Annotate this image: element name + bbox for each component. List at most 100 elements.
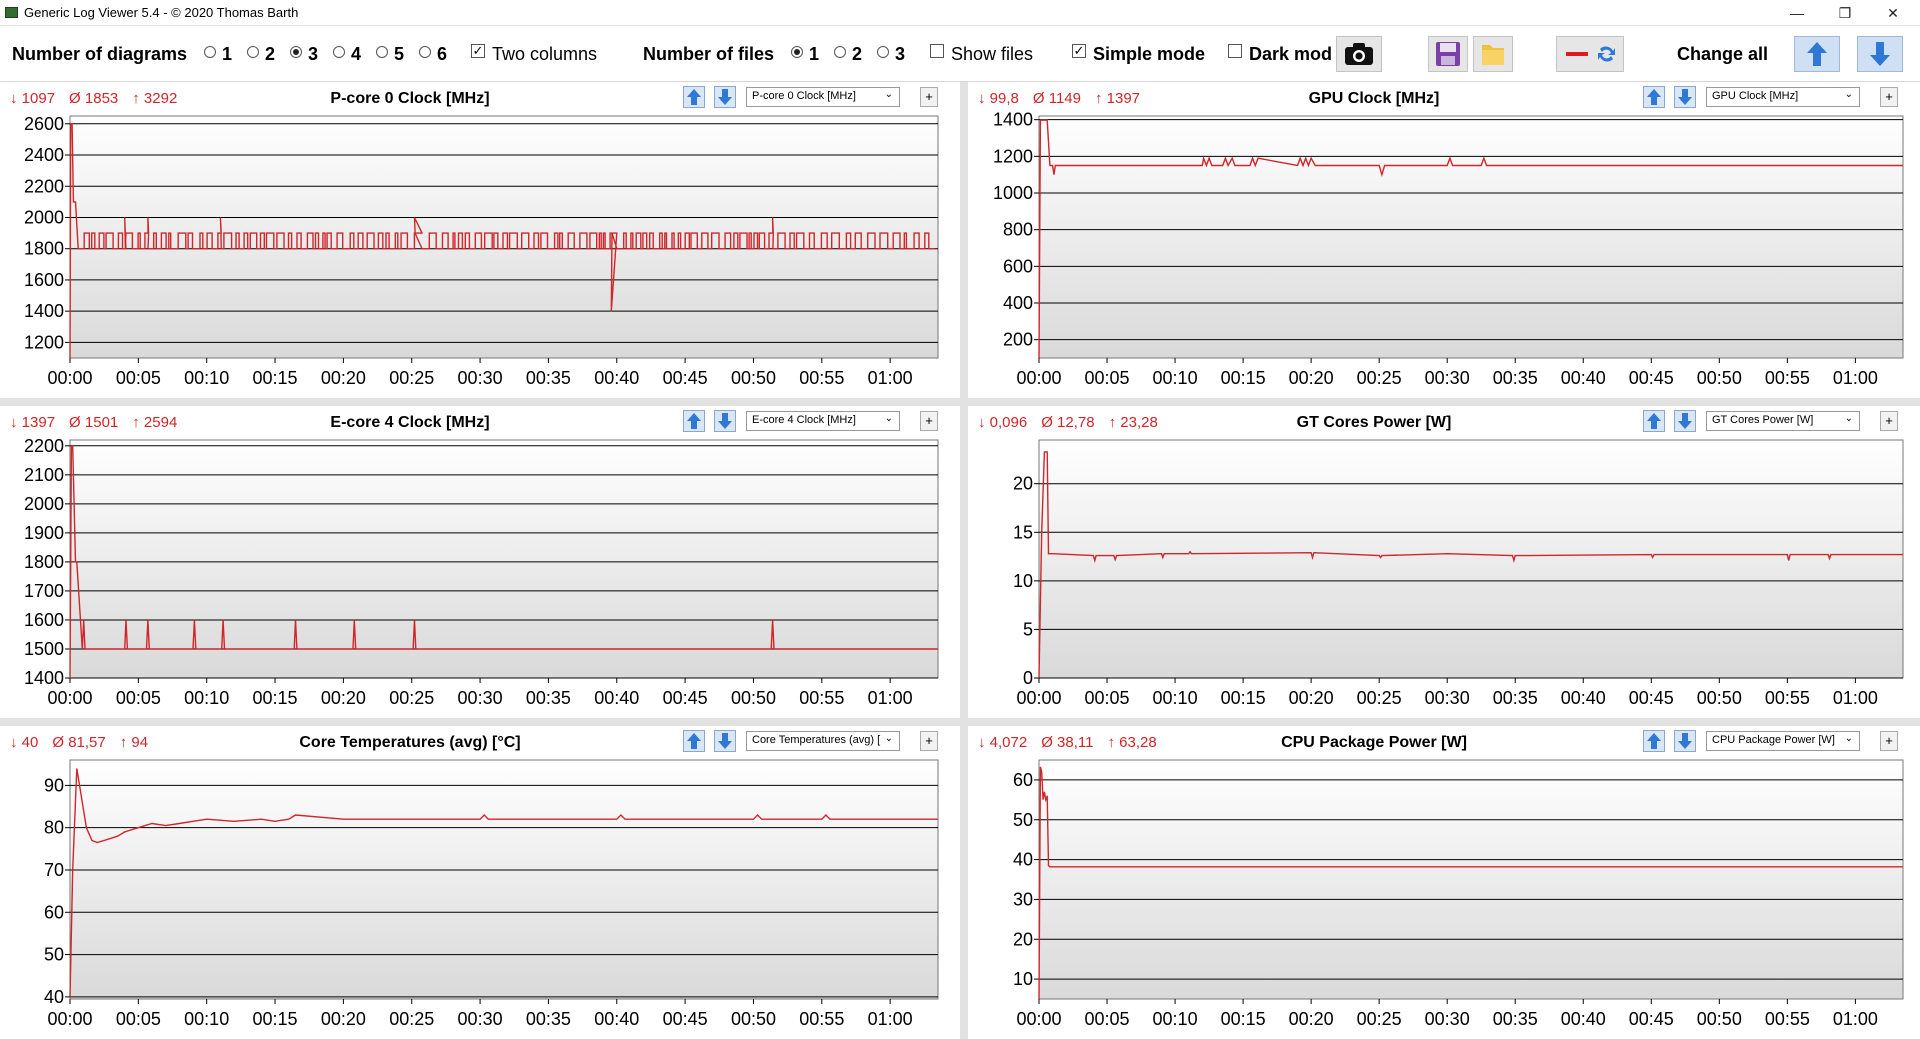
x-tick-label: 00:05 bbox=[1085, 1009, 1130, 1029]
x-tick-label: 00:15 bbox=[253, 368, 298, 388]
x-tick-label: 00:45 bbox=[1629, 368, 1674, 388]
change-all-label: Change all bbox=[1677, 44, 1769, 64]
chart-cpu-package-power: 10 20 30 40 50 60 00:00 00:05 00:10 00:15 00:20 00:… bbox=[1013, 759, 1904, 1029]
y-tick-label: 20 bbox=[1013, 474, 1033, 494]
y-tick-label: 60 bbox=[1013, 770, 1033, 790]
diagrams-radio-1[interactable] bbox=[204, 46, 216, 58]
y-tick-label: 2100 bbox=[24, 465, 64, 485]
y-tick-label: 30 bbox=[1013, 889, 1033, 909]
dark-mode-label: Dark mod bbox=[1249, 44, 1333, 64]
x-tick-label: 00:45 bbox=[663, 1009, 708, 1029]
x-tick-label: 00:35 bbox=[526, 688, 571, 708]
x-tick-label: 00:30 bbox=[458, 368, 503, 388]
arrow-down-icon bbox=[718, 413, 732, 429]
move-down-button[interactable] bbox=[1674, 86, 1696, 108]
x-tick-label: 00:50 bbox=[731, 688, 776, 708]
two-columns-label: Two columns bbox=[492, 44, 598, 64]
diagrams-radio-5[interactable] bbox=[376, 46, 388, 58]
series-line bbox=[1038, 451, 1903, 678]
diagram-panel-cpu-package-power: ↓ 4,072 Ø 38,11 ↑ 63,28 CPU Package Power [… bbox=[968, 726, 1920, 1039]
sensor-select[interactable]: CPU Package Power [W] ⌄ bbox=[1706, 731, 1860, 751]
y-tick-label: 1800 bbox=[24, 239, 64, 259]
move-down-button[interactable] bbox=[1674, 730, 1696, 752]
diagrams-radio-2[interactable] bbox=[247, 46, 259, 58]
move-down-button[interactable] bbox=[1674, 410, 1696, 432]
all-down-button[interactable] bbox=[1857, 36, 1903, 72]
add-button[interactable]: + bbox=[920, 411, 938, 431]
sensor-select[interactable]: GPU Clock [MHz] ⌄ bbox=[1706, 87, 1860, 107]
plot-area bbox=[1038, 115, 1904, 359]
diagrams-radio-4[interactable] bbox=[333, 46, 345, 58]
save-button[interactable] bbox=[1428, 36, 1468, 72]
sensor-select[interactable]: E-core 4 Clock [MHz] ⌄ bbox=[746, 411, 900, 431]
y-tick-label: 2400 bbox=[24, 145, 64, 165]
add-button[interactable]: + bbox=[1880, 411, 1898, 431]
arrow-down-icon bbox=[1678, 733, 1692, 749]
diagrams-radio-3[interactable] bbox=[290, 46, 302, 58]
add-button[interactable]: + bbox=[1880, 731, 1898, 751]
files-radio-1[interactable] bbox=[791, 46, 803, 58]
x-tick-label: 01:00 bbox=[1833, 688, 1878, 708]
line-style-button[interactable] bbox=[1556, 36, 1624, 72]
move-up-button[interactable] bbox=[683, 730, 705, 752]
move-up-button[interactable] bbox=[1643, 86, 1665, 108]
diagrams-radio-6[interactable] bbox=[419, 46, 431, 58]
diagrams-option-1: 1 bbox=[222, 44, 233, 64]
sensor-select[interactable]: P-core 0 Clock [MHz] ⌄ bbox=[746, 87, 900, 107]
dark-mode-checkbox[interactable] bbox=[1228, 44, 1242, 58]
show-files-checkbox[interactable] bbox=[930, 44, 944, 58]
add-button[interactable]: + bbox=[920, 87, 938, 107]
screenshot-button[interactable] bbox=[1336, 36, 1382, 72]
sensor-select[interactable]: GT Cores Power [W] ⌄ bbox=[1706, 411, 1860, 431]
chart-p-core-0-clock: 1200 1400 1600 1800 2000 2200 2400 2600 00:00 00:… bbox=[24, 114, 939, 388]
two-columns-checkbox[interactable]: ✓ bbox=[471, 43, 485, 58]
y-tick-label: 1600 bbox=[24, 610, 64, 630]
move-up-button[interactable] bbox=[683, 86, 705, 108]
x-tick-label: 00:15 bbox=[1221, 368, 1266, 388]
diagram-title: Core Temperatures (avg) [°C] bbox=[299, 734, 521, 751]
y-tick-label: 0 bbox=[1023, 668, 1033, 688]
x-tick-label: 01:00 bbox=[868, 1009, 913, 1029]
diagrams-option-3: 3 bbox=[308, 44, 319, 64]
diagram-panel-p-core-0-clock: ↓ 1097 Ø 1853 ↑ 3292 P-core 0 Clock [MHz] P-… bbox=[0, 82, 960, 398]
move-down-button[interactable] bbox=[714, 730, 736, 752]
series-line bbox=[69, 445, 938, 679]
restore-button[interactable]: ❐ bbox=[1838, 4, 1852, 21]
x-tick-label: 00:00 bbox=[1016, 688, 1061, 708]
add-button[interactable]: + bbox=[920, 731, 938, 751]
y-tick-label: 2200 bbox=[24, 436, 64, 456]
x-tick-label: 00:50 bbox=[731, 368, 776, 388]
x-tick-label: 00:50 bbox=[1697, 1009, 1742, 1029]
y-tick-label: 15 bbox=[1013, 522, 1033, 542]
files-radio-2[interactable] bbox=[834, 46, 846, 58]
all-up-button[interactable] bbox=[1794, 36, 1840, 72]
window-title: Generic Log Viewer 5.4 - © 2020 Thomas B… bbox=[24, 5, 299, 20]
move-up-button[interactable] bbox=[683, 410, 705, 432]
minimize-button[interactable]: — bbox=[1790, 5, 1804, 21]
x-tick-label: 00:45 bbox=[1629, 1009, 1674, 1029]
add-button[interactable]: + bbox=[1880, 87, 1898, 107]
x-tick-label: 00:40 bbox=[1561, 1009, 1606, 1029]
move-up-button[interactable] bbox=[1643, 730, 1665, 752]
open-folder-button[interactable] bbox=[1473, 36, 1513, 72]
column-separator bbox=[960, 82, 968, 1039]
close-button[interactable]: ✕ bbox=[1887, 4, 1899, 21]
x-tick-label: 00:20 bbox=[321, 688, 366, 708]
x-tick-label: 00:20 bbox=[321, 368, 366, 388]
sensor-select-value: P-core 0 Clock [MHz] bbox=[752, 90, 856, 102]
move-up-button[interactable] bbox=[1643, 410, 1665, 432]
move-down-button[interactable] bbox=[714, 86, 736, 108]
files-radio-3[interactable] bbox=[877, 46, 889, 58]
x-tick-label: 00:40 bbox=[1561, 688, 1606, 708]
series-line bbox=[1038, 119, 1903, 359]
plot-area bbox=[1038, 759, 1904, 1000]
x-tick-label: 00:25 bbox=[1357, 1009, 1402, 1029]
y-tick-label: 1800 bbox=[24, 552, 64, 572]
y-tick-label: 10 bbox=[1013, 571, 1033, 591]
sensor-select[interactable]: Core Temperatures (avg) [⌄ bbox=[746, 731, 900, 751]
diagram-title: GPU Clock [MHz] bbox=[1308, 90, 1440, 107]
move-down-button[interactable] bbox=[714, 410, 736, 432]
simple-mode-checkbox[interactable]: ✓ bbox=[1072, 43, 1086, 58]
x-tick-label: 00:20 bbox=[1289, 688, 1334, 708]
x-tick-label: 00:20 bbox=[1289, 1009, 1334, 1029]
